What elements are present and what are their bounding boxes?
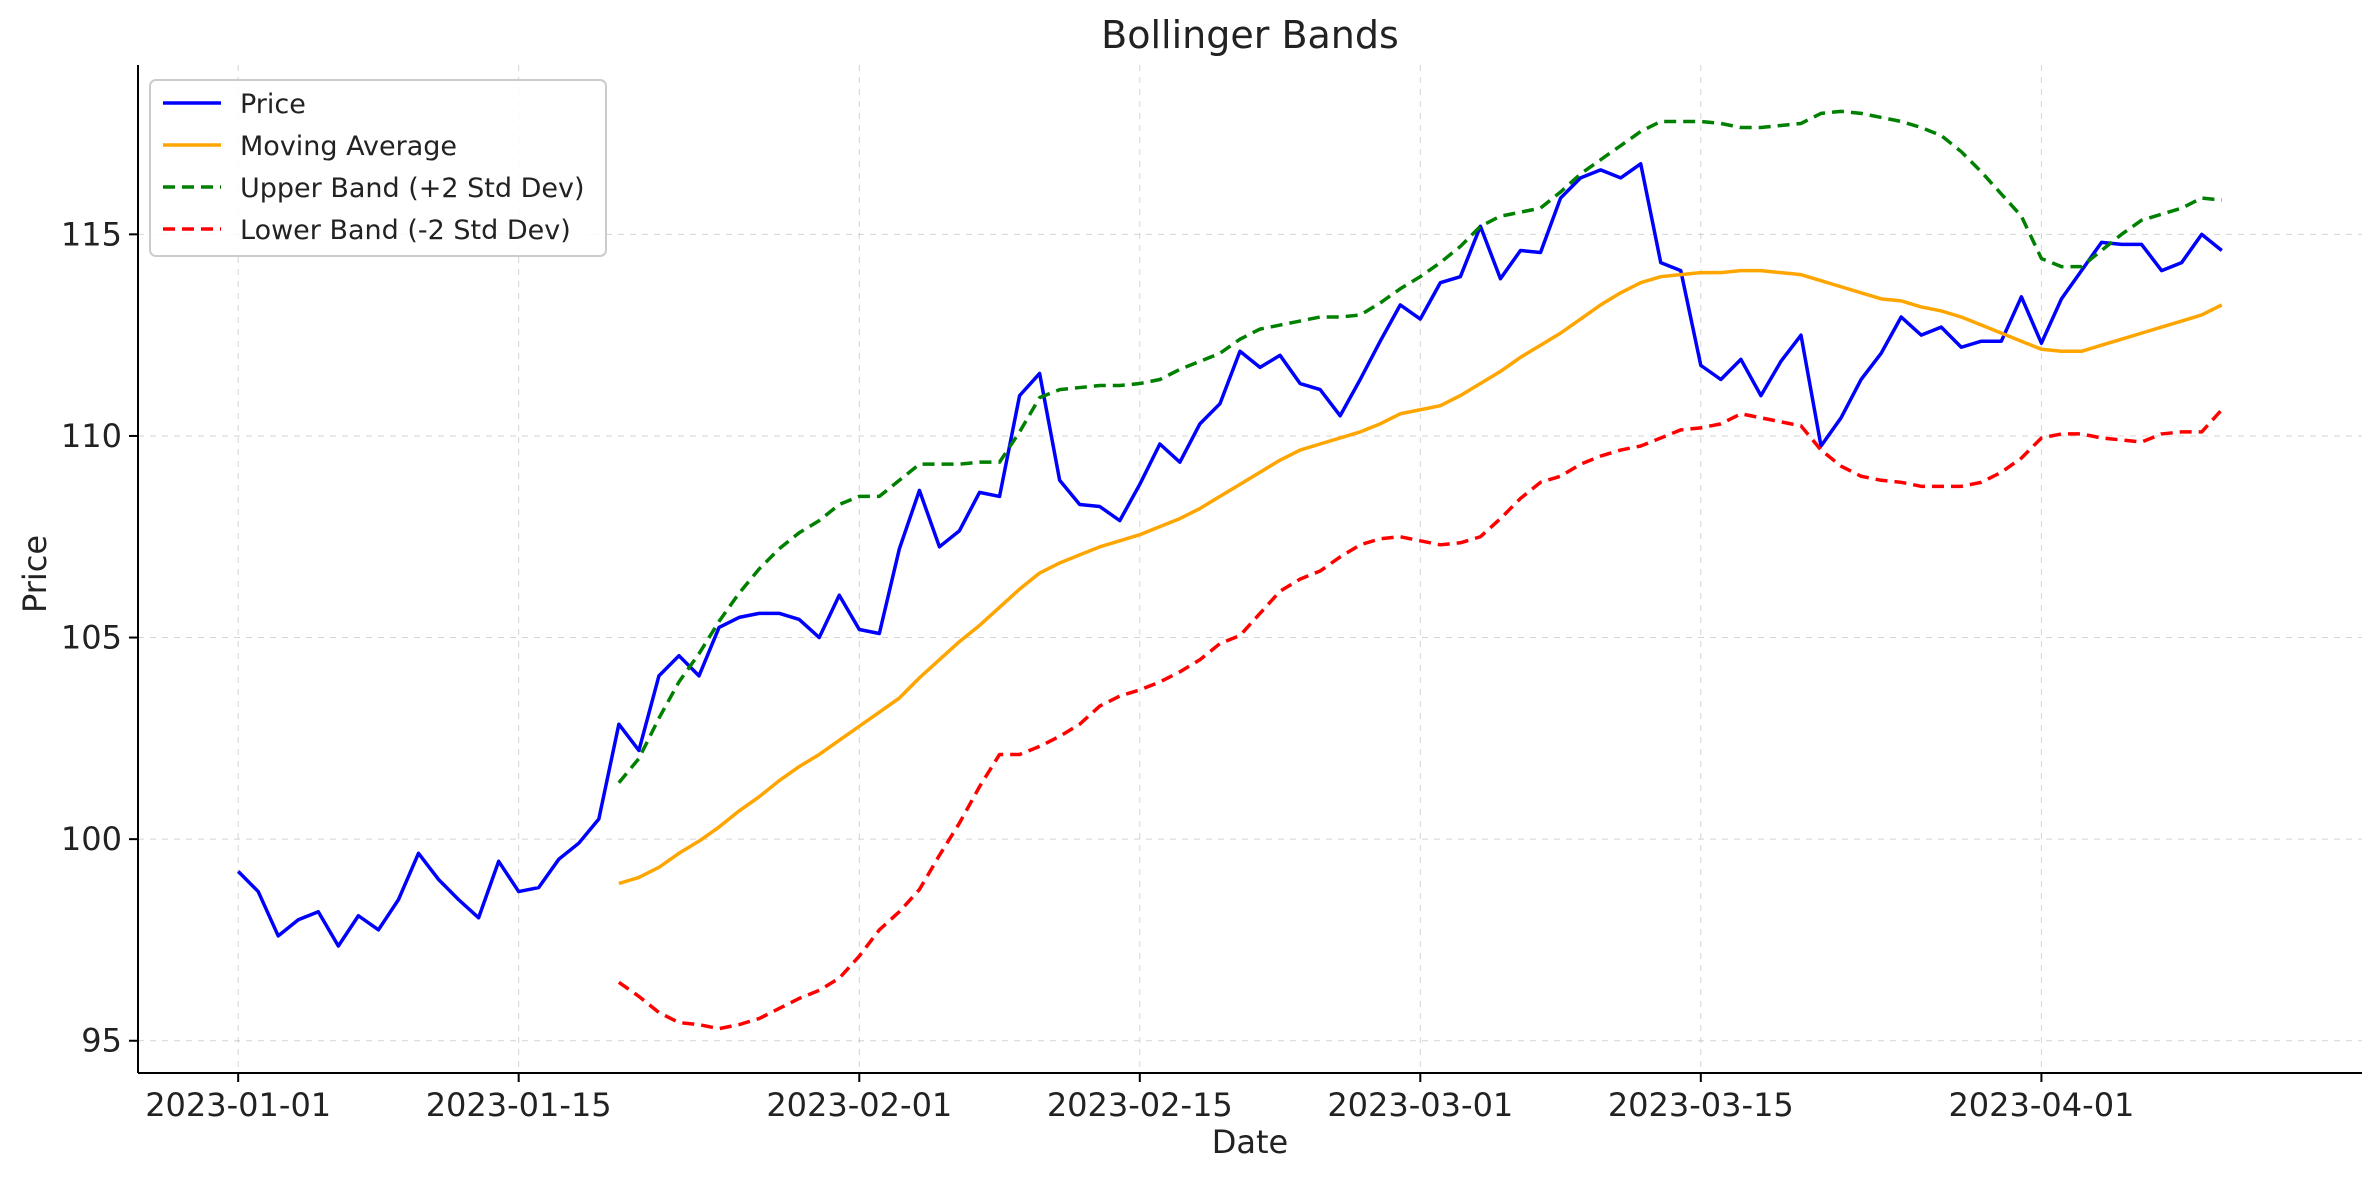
y-axis-label: Price bbox=[16, 535, 54, 613]
grid-lines bbox=[138, 65, 2362, 1073]
x-tick-label: 2023-02-15 bbox=[1047, 1086, 1233, 1124]
y-tick-label: 100 bbox=[61, 820, 122, 858]
x-tick-label: 2023-03-01 bbox=[1327, 1086, 1513, 1124]
legend-label-moving-average: Moving Average bbox=[240, 131, 457, 162]
moving-average-line bbox=[618, 268, 2223, 886]
x-tick-label: 2023-02-01 bbox=[766, 1086, 952, 1124]
chart-title: Bollinger Bands bbox=[1101, 13, 1399, 57]
y-tick-label: 105 bbox=[61, 619, 122, 657]
legend-box bbox=[149, 79, 607, 257]
legend-label-upper-band: Upper Band (+2 Std Dev) bbox=[240, 173, 585, 204]
x-tick-label: 2023-01-01 bbox=[145, 1086, 331, 1124]
x-tick-label: 2023-01-15 bbox=[426, 1086, 612, 1124]
y-tick-label: 115 bbox=[61, 215, 122, 253]
legend: Price Moving Average Upper Band (+2 Std … bbox=[149, 79, 607, 257]
legend-label-lower-band: Lower Band (-2 Std Dev) bbox=[240, 215, 571, 246]
price-line bbox=[236, 162, 2223, 948]
lower-band-line bbox=[617, 408, 2224, 1031]
ticks: 95 100 105 110 115 2023-01-01 2023-01-15 2023-0… bbox=[61, 215, 2134, 1124]
y-tick-label: 95 bbox=[81, 1022, 122, 1060]
upper-band-line bbox=[617, 109, 2222, 784]
x-axis-label: Date bbox=[1212, 1123, 1288, 1161]
x-tick-label: 2023-04-01 bbox=[1948, 1086, 2134, 1124]
axes bbox=[137, 65, 2362, 1074]
y-tick-label: 110 bbox=[61, 417, 122, 455]
series-lines bbox=[236, 109, 2224, 1031]
x-tick-label: 2023-03-15 bbox=[1608, 1086, 1794, 1124]
legend-label-price: Price bbox=[240, 89, 306, 120]
